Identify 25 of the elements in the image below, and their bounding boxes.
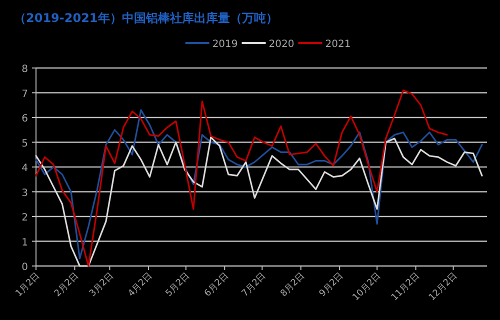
x-tick-label: 1月2日	[14, 271, 42, 299]
x-tick-label: 8月2日	[279, 271, 307, 299]
x-tick-label: 7月2日	[240, 271, 268, 299]
x-tick-label: 10月2日	[351, 271, 384, 304]
y-tick-label: 7	[22, 88, 28, 100]
x-tick-label: 9月2日	[318, 271, 346, 299]
x-tick-label: 2月2日	[52, 271, 81, 299]
y-tick-label: 2	[22, 212, 28, 224]
y-tick-label: 1	[22, 237, 28, 248]
x-tick-label: 5月2日	[164, 271, 192, 299]
y-tick-label: 4	[22, 163, 28, 174]
y-tick-label: 8	[22, 64, 28, 75]
legend-label: 2019	[212, 39, 238, 50]
y-tick-label: 3	[22, 188, 28, 199]
x-tick-label: 12月2日	[427, 271, 460, 304]
y-tick-label: 0	[22, 262, 28, 273]
x-tick-label: 6月2日	[202, 271, 231, 299]
x-tick-label: 4月2日	[126, 271, 155, 299]
y-tick-label: 6	[22, 114, 28, 124]
x-tick-label: 11月2日	[390, 271, 422, 304]
x-tick-label: 3月2日	[88, 271, 116, 299]
legend-label: 2021	[325, 39, 351, 50]
y-tick-label: 5	[22, 138, 28, 150]
legend-label: 2020	[268, 39, 294, 50]
chart-title: （2019-2021年）中国铝棒社库出库量（万吨）	[14, 11, 278, 25]
